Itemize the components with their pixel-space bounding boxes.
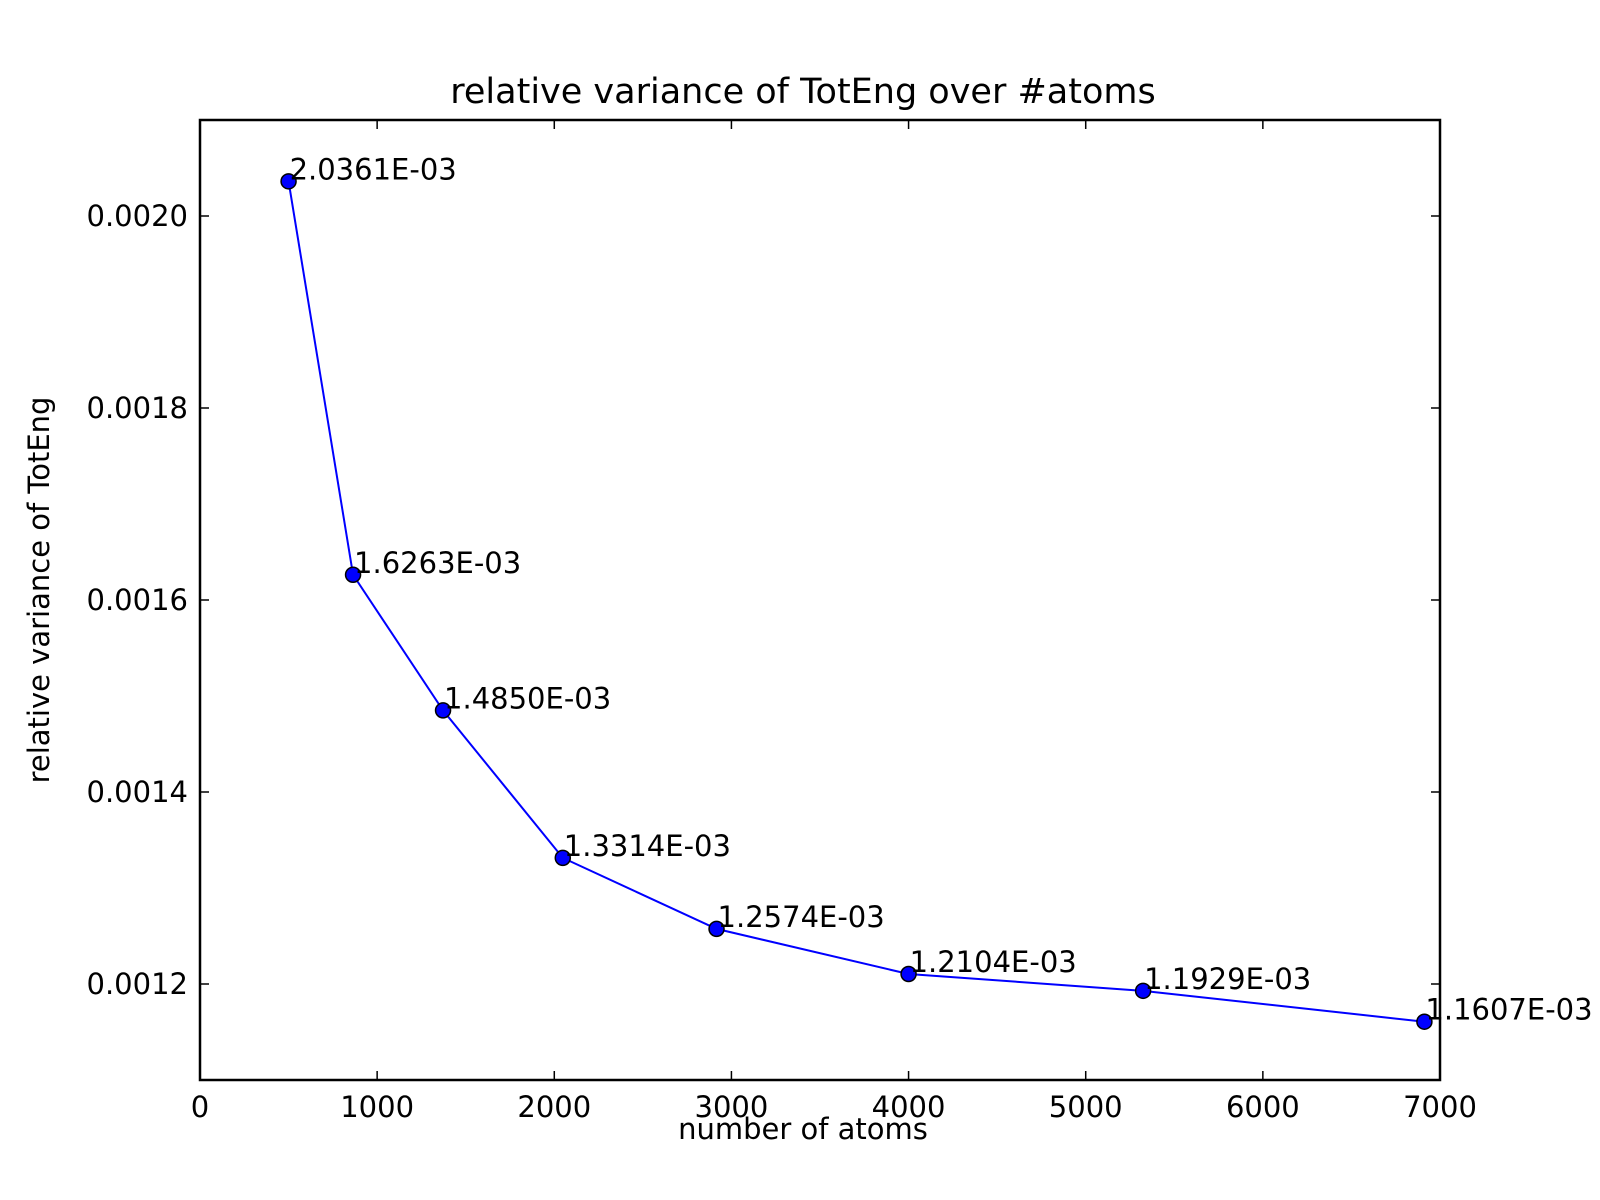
data-label: 1.1607E-03 xyxy=(1425,993,1592,1027)
x-tick-label: 5000 xyxy=(1049,1090,1123,1124)
x-tick-label: 6000 xyxy=(1226,1090,1300,1124)
x-tick-label: 4000 xyxy=(872,1090,946,1124)
plot-layer: 0 1000 2000 3000 4000 5000 6000 7000 0.0012 0.001… xyxy=(87,118,1593,1124)
data-label: 2.0361E-03 xyxy=(290,152,457,186)
x-axis-label: number of atoms xyxy=(678,1112,928,1146)
x-tick-label: 0 xyxy=(191,1090,209,1124)
data-point xyxy=(344,566,362,584)
y-tick-label: 0.0012 xyxy=(87,967,188,1001)
data-label: 1.2574E-03 xyxy=(718,900,885,934)
data-label: 1.6263E-03 xyxy=(354,546,521,580)
y-tick-label: 0.0016 xyxy=(87,583,188,617)
y-tick-label: 0.0018 xyxy=(87,391,188,425)
y-tick-label: 0.0020 xyxy=(87,199,188,233)
plot-frame xyxy=(198,118,1442,1082)
data-point xyxy=(280,173,297,190)
y-tick-label: 0.0014 xyxy=(87,775,188,809)
data-point xyxy=(900,965,917,983)
chart-title: relative variance of TotEng over #atoms xyxy=(450,72,1155,112)
y-axis-label: relative variance of TotEng xyxy=(22,397,56,784)
data-point xyxy=(1416,1013,1433,1030)
data-point xyxy=(1134,982,1152,1000)
data-point xyxy=(554,849,572,867)
data-label: 1.1929E-03 xyxy=(1144,962,1311,996)
x-tick-label: 7000 xyxy=(1403,1090,1477,1124)
x-tick-label: 2000 xyxy=(517,1090,591,1124)
data-label: 1.4850E-03 xyxy=(444,681,611,715)
data-label: 1.3314E-03 xyxy=(564,829,731,863)
data-point xyxy=(434,702,452,719)
data-label: 1.2104E-03 xyxy=(910,945,1077,979)
x-tick-label: 3000 xyxy=(695,1090,769,1124)
data-point xyxy=(708,920,725,938)
x-tick-label: 1000 xyxy=(340,1090,414,1124)
series-line xyxy=(287,181,1425,1023)
